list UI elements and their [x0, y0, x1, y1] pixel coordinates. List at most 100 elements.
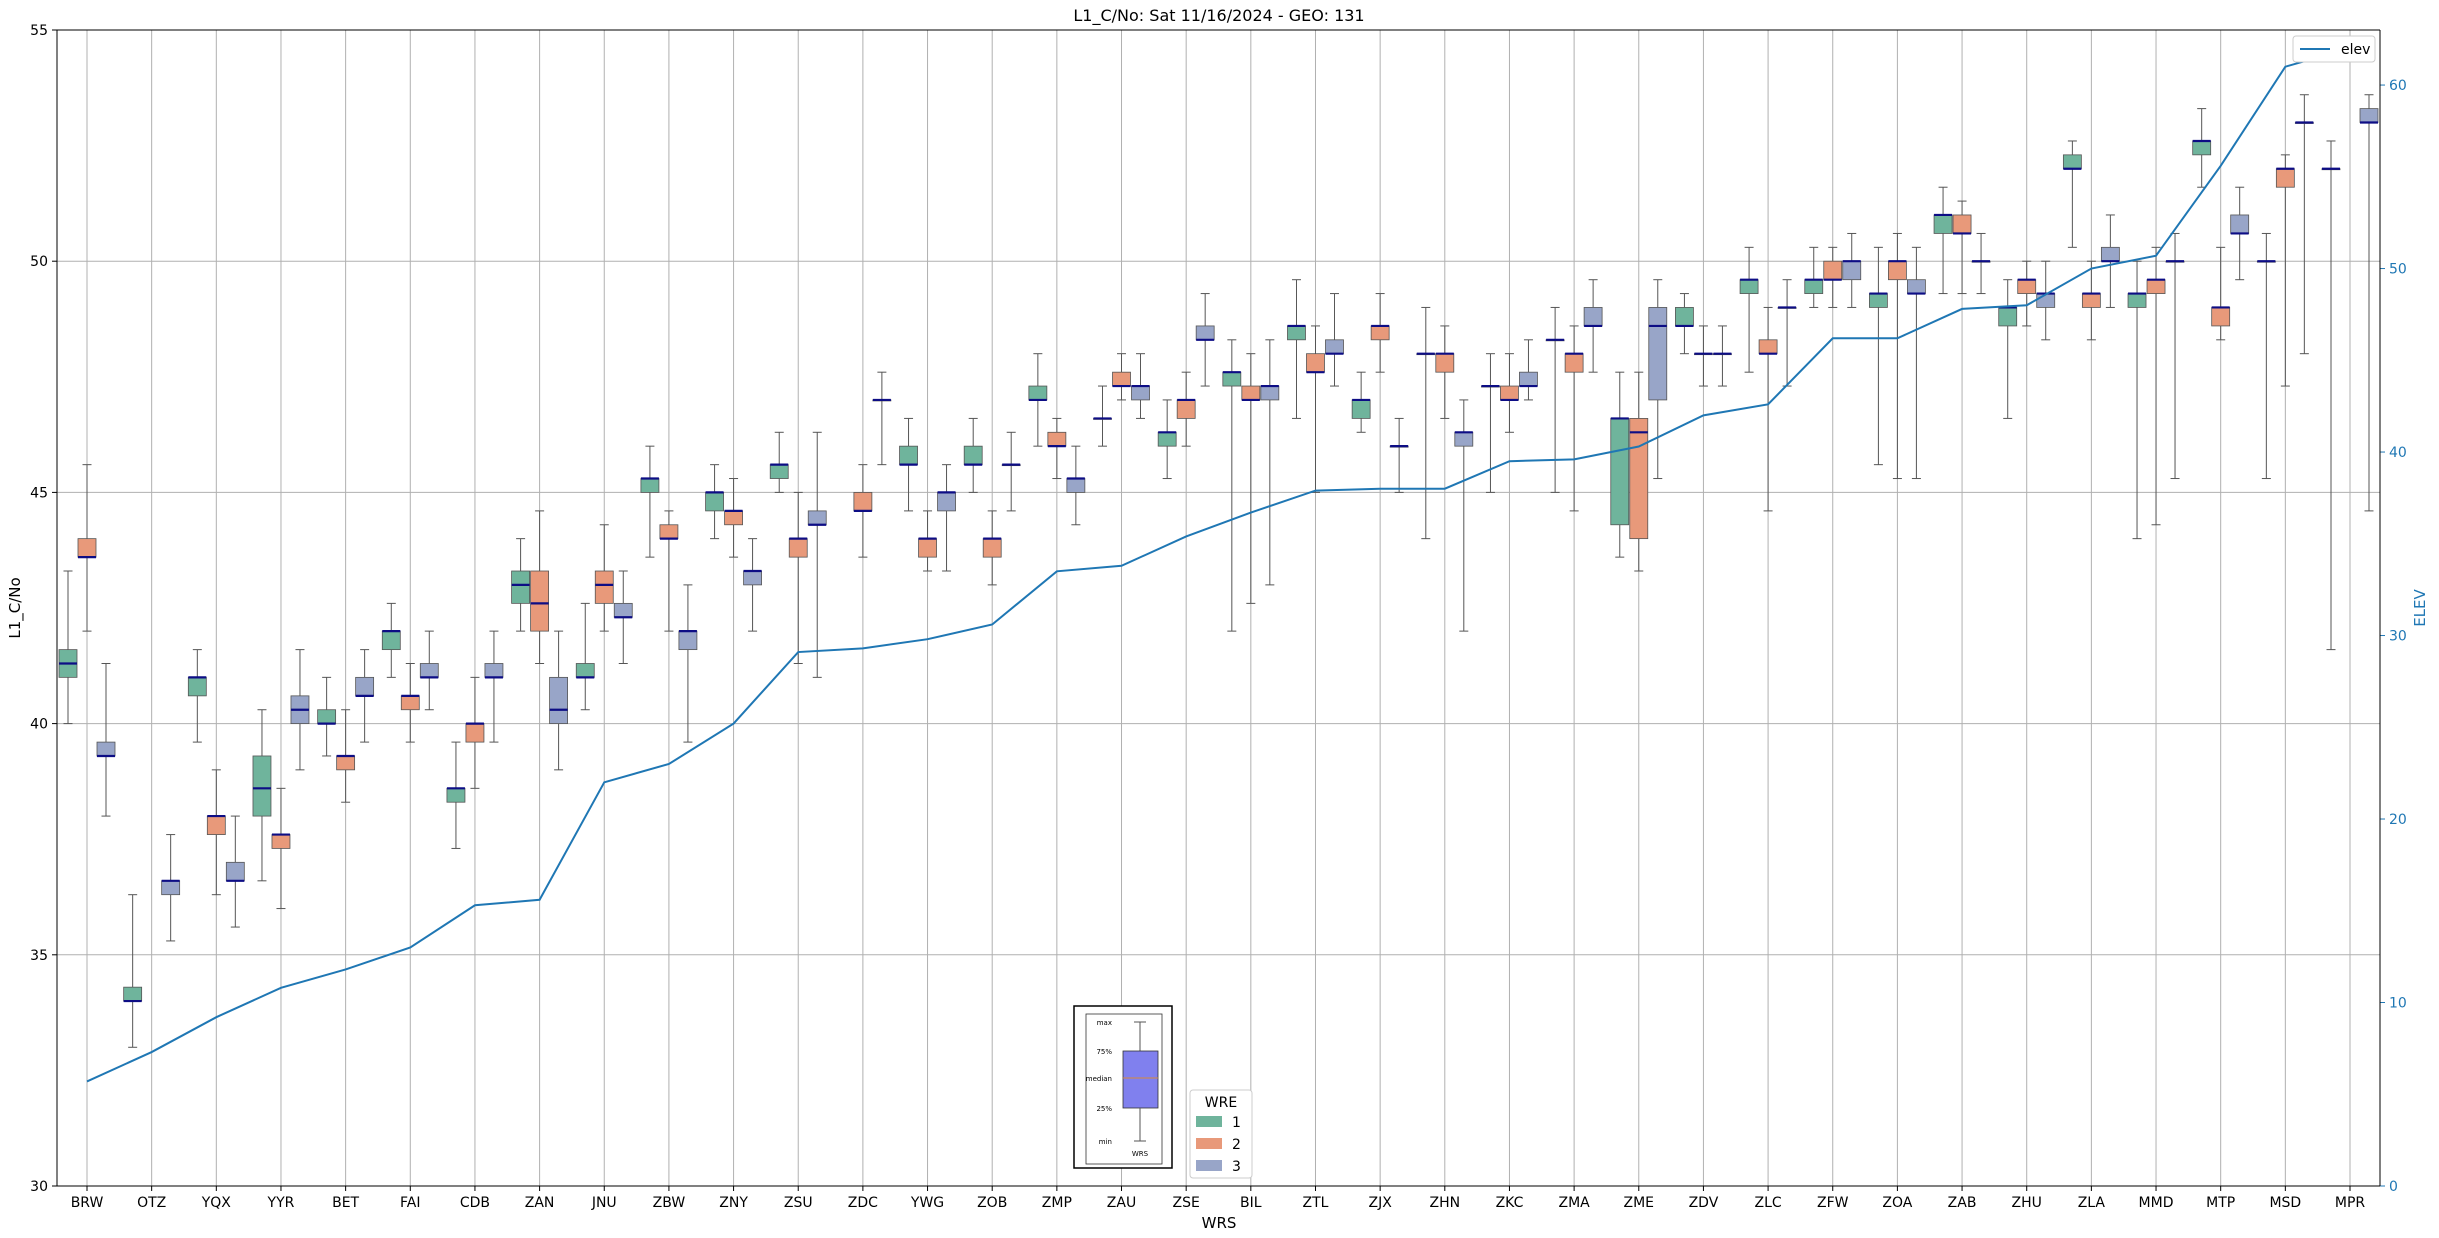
- x-tick-label: ZNY: [719, 1195, 748, 1211]
- x-tick-label: MPR: [2335, 1195, 2366, 1211]
- box-plot-zhu-wre2: [2017, 260, 2037, 327]
- box-body: [2275, 168, 2295, 188]
- box-plot-zma-wre1: [1545, 306, 1565, 493]
- box-body: [937, 491, 956, 512]
- box-plot-ztl-wre2: [1306, 325, 1325, 493]
- box-plot-zhu-wre1: [1998, 279, 2018, 419]
- box-body: [659, 524, 679, 540]
- box-plot-zmp-wre2: [1047, 417, 1067, 480]
- box-body: [1157, 431, 1177, 447]
- chart-title: L1_C/No: Sat 11/16/2024 - GEO: 131: [1073, 6, 1364, 26]
- x-tick-label: ZJX: [1368, 1195, 1392, 1211]
- box-plot-zme-wre3: [1648, 279, 1668, 480]
- box-plot-zmp-wre1: [1028, 353, 1048, 447]
- box-plot-yqx-wre3: [225, 815, 245, 928]
- x-tick-label: YYR: [267, 1195, 295, 1211]
- y2-tick-label: 10: [2389, 996, 2407, 1012]
- box-body: [2036, 293, 2056, 308]
- box-plot-ywg-wre1: [899, 417, 918, 512]
- box-plot-zme-wre1: [1610, 371, 1630, 558]
- x-tick-label: BET: [332, 1195, 359, 1211]
- y2-axis-label: ELEV: [2411, 588, 2429, 626]
- box-body: [1519, 371, 1538, 387]
- box-key-max-label: max: [1097, 1019, 1112, 1027]
- box-plot-zkc-wre1: [1481, 353, 1500, 493]
- y-tick-label: 45: [30, 485, 48, 501]
- box-body: [355, 676, 375, 697]
- box-plot-yyr-wre1: [252, 709, 272, 882]
- box-body: [123, 986, 143, 1002]
- x-tick-label: ZKC: [1496, 1195, 1524, 1211]
- box-body: [1195, 325, 1215, 341]
- wre-legend-swatch-2: [1196, 1138, 1222, 1149]
- y2-tick-label: 30: [2389, 629, 2407, 645]
- box-plot-zny-wre3: [743, 538, 762, 632]
- box-plot-zlc-wre1: [1739, 246, 1759, 373]
- box-body: [1351, 399, 1371, 419]
- box-plot-bil-wre1: [1222, 339, 1242, 632]
- box-plot-zan-wre1: [511, 538, 531, 632]
- box-plot-zse-wre3: [1195, 293, 1215, 387]
- box-body: [271, 834, 291, 849]
- box-plot-brw-wre3: [96, 662, 116, 817]
- wre-legend-label-2: 2: [1232, 1137, 1241, 1153]
- box-body: [1454, 431, 1474, 447]
- box-body: [1675, 307, 1694, 327]
- box-body: [1610, 418, 1630, 526]
- box-plot-msd-wre2: [2275, 154, 2295, 387]
- box-body: [511, 570, 531, 604]
- box-body: [807, 510, 827, 526]
- box-key-q3-label: 75%: [1096, 1048, 1112, 1056]
- elev-legend-label: elev: [2341, 42, 2370, 58]
- box-plot-zla-wre3: [2100, 214, 2120, 308]
- x-tick-label: ZTL: [1303, 1195, 1329, 1211]
- box-plot-fai-wre1: [381, 602, 401, 678]
- box-plot-cdb-wre3: [484, 630, 504, 743]
- box-body: [1241, 385, 1261, 401]
- box-body: [1325, 339, 1344, 355]
- box-plot-mmd-wre3: [2165, 232, 2185, 480]
- box-body: [1842, 260, 1862, 281]
- box-body: [705, 491, 724, 512]
- box-plot-yqx-wre1: [187, 649, 207, 743]
- box-plot-bet-wre2: [336, 709, 356, 803]
- x-tick-label: ZFW: [1817, 1195, 1849, 1211]
- box-body: [2146, 279, 2166, 294]
- x-tick-label: ZDV: [1689, 1195, 1719, 1211]
- box-plot-zla-wre2: [2081, 260, 2101, 341]
- box-plot-zoa-wre1: [1869, 246, 1888, 466]
- box-key-q1-label: 25%: [1096, 1105, 1112, 1113]
- box-plot-zkc-wre2: [1500, 353, 1519, 433]
- wre-legend-title: WRE: [1205, 1095, 1237, 1111]
- box-body: [1823, 260, 1843, 281]
- box-plot-cdb-wre2: [465, 676, 485, 789]
- box-plot-zlc-wre2: [1758, 306, 1778, 512]
- x-tick-label: ZME: [1624, 1195, 1655, 1211]
- box-body: [549, 676, 568, 724]
- box-plot-zbw-wre2: [659, 510, 679, 632]
- y2-tick-label: 40: [2389, 445, 2407, 461]
- y-tick-label: 40: [30, 717, 48, 733]
- box-plot-zan-wre3: [549, 630, 568, 771]
- x-tick-label: YQX: [201, 1195, 232, 1211]
- box-plot-ztl-wre3: [1325, 293, 1344, 387]
- box-body: [225, 861, 245, 882]
- box-plot-zdv-wre2: [1694, 325, 1713, 387]
- box-plot-mtp-wre3: [2230, 186, 2250, 281]
- box-body: [206, 815, 226, 835]
- box-body: [853, 491, 873, 512]
- box-plot-fai-wre2: [400, 662, 420, 743]
- x-tick-label: ZOB: [977, 1195, 1007, 1211]
- box-plot-mmd-wre1: [2127, 260, 2147, 540]
- box-body: [1066, 478, 1086, 493]
- box-body: [769, 464, 789, 479]
- box-plot-bil-wre2: [1241, 353, 1261, 604]
- x-tick-label: BRW: [71, 1195, 104, 1211]
- box-plot-zla-wre1: [2062, 140, 2082, 248]
- y2-tick-label: 0: [2389, 1179, 2398, 1195]
- box-body: [187, 676, 207, 697]
- box-body: [678, 630, 698, 651]
- box-body: [1933, 214, 1953, 234]
- box-plot-zfw-wre2: [1823, 246, 1843, 308]
- box-plot-zau-wre2: [1112, 353, 1131, 401]
